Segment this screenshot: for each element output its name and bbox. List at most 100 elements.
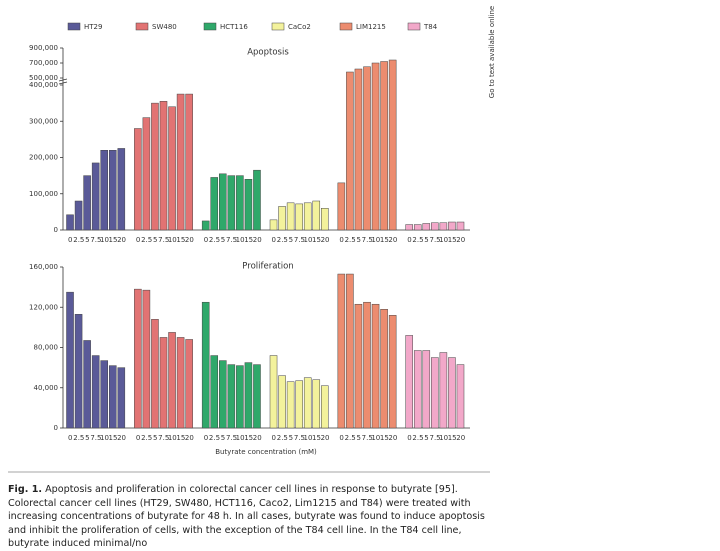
x-tick-label: 20	[117, 434, 126, 442]
bar	[422, 350, 431, 429]
bar	[91, 162, 100, 231]
x-tick-label: 15	[380, 236, 389, 244]
y-tick-label: 0	[54, 424, 58, 432]
x-tick-label: 7.5	[226, 236, 237, 244]
bar	[363, 66, 371, 231]
x-tick-label: 10	[168, 236, 177, 244]
bar	[286, 202, 295, 231]
x-tick-label: 5	[424, 236, 428, 244]
bar	[422, 223, 431, 231]
bar	[227, 364, 236, 429]
x-tick-label: 0	[272, 236, 276, 244]
legend-label: CaCo2	[288, 23, 311, 31]
bar	[269, 219, 278, 231]
bar	[227, 175, 236, 231]
x-tick-label: 2.5	[141, 236, 152, 244]
x-tick-label: 5	[356, 434, 360, 442]
legend-label: HCT116	[220, 23, 248, 31]
x-tick-label: 10	[371, 236, 380, 244]
bar	[448, 221, 456, 231]
x-tick-label: 2.5	[141, 434, 152, 442]
x-tick-label: 5	[289, 236, 293, 244]
bar	[219, 173, 227, 231]
bar	[176, 93, 185, 231]
x-tick-label: 2.5	[209, 236, 220, 244]
bar	[346, 273, 354, 429]
bar	[448, 357, 456, 429]
x-tick-label: 7.5	[430, 434, 441, 442]
bar	[210, 355, 219, 429]
bar	[176, 337, 185, 429]
x-tick-label: 0	[407, 434, 411, 442]
x-tick-label: 2.5	[412, 434, 423, 442]
x-tick-label: 10	[304, 236, 313, 244]
bar	[74, 200, 83, 231]
x-tick-label: 10	[168, 434, 177, 442]
bar	[439, 222, 448, 231]
bar	[371, 303, 380, 429]
bar	[185, 93, 193, 231]
bar	[253, 169, 261, 231]
x-tick-label: 10	[236, 434, 245, 442]
x-tick-label: 15	[109, 434, 118, 442]
x-tick-label: 2.5	[345, 434, 356, 442]
bar	[117, 148, 126, 231]
y-tick-label: 500,000	[29, 74, 58, 82]
bar	[431, 222, 439, 231]
x-tick-label: 15	[176, 434, 185, 442]
x-tick-label: 0	[204, 236, 208, 244]
bar	[312, 200, 321, 231]
bar	[159, 337, 168, 429]
bar	[295, 203, 303, 231]
x-tick-label: 10	[100, 236, 109, 244]
x-tick-label: 5	[289, 434, 293, 442]
bar	[354, 68, 363, 231]
bar	[117, 367, 126, 429]
axis-break	[58, 81, 68, 85]
bar	[219, 360, 227, 429]
legend-label: HT29	[84, 23, 102, 31]
bar	[278, 375, 286, 429]
bar	[337, 273, 346, 429]
bar	[66, 291, 74, 429]
caption-text: Apoptosis and proliferation in colorecta…	[8, 484, 485, 549]
y-tick-label: 700,000	[29, 59, 58, 67]
legend-swatch	[203, 22, 217, 31]
x-tick-label: 20	[456, 434, 465, 442]
bar	[244, 179, 253, 231]
y-tick-label: 80,000	[34, 344, 59, 352]
bar	[201, 220, 210, 231]
bar	[159, 101, 168, 231]
axis-break	[58, 78, 68, 82]
x-tick-label: 10	[371, 434, 380, 442]
x-tick-label: 20	[388, 236, 397, 244]
bar	[321, 208, 329, 231]
side-note: Go to text available online	[488, 6, 496, 98]
x-tick-label: 20	[321, 236, 330, 244]
x-tick-label: 0	[407, 236, 411, 244]
bar	[151, 102, 159, 231]
x-tick-label: 15	[176, 236, 185, 244]
bar	[380, 61, 388, 231]
bar	[201, 301, 210, 429]
legend-swatch	[271, 22, 285, 31]
bar	[354, 303, 363, 429]
legend-swatch	[67, 22, 81, 31]
x-tick-label: 10	[439, 434, 448, 442]
y-tick-label: 300,000	[29, 117, 58, 125]
bar	[286, 381, 295, 429]
bar	[321, 385, 329, 429]
x-tick-label: 10	[304, 434, 313, 442]
bar	[210, 177, 219, 231]
bar	[91, 355, 100, 429]
x-tick-label: 7.5	[226, 434, 237, 442]
x-tick-label: 20	[117, 236, 126, 244]
y-tick-label: 400,000	[29, 81, 58, 89]
x-tick-label: 2.5	[73, 236, 84, 244]
bar	[151, 319, 159, 429]
y-tick-label: 40,000	[34, 384, 59, 392]
bar	[456, 221, 465, 231]
x-tick-label: 20	[253, 236, 262, 244]
bar	[134, 288, 142, 429]
x-tick-label: 15	[109, 236, 118, 244]
